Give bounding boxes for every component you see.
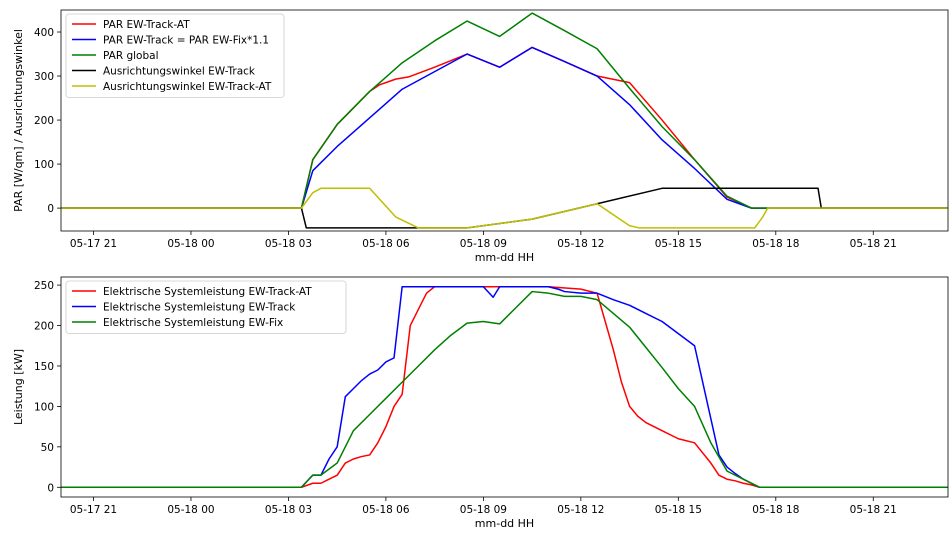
par-y-tick-label: 0	[47, 203, 54, 215]
par-legend-label-3: PAR global	[103, 50, 159, 62]
power-series-line-2	[61, 285, 948, 489]
par-legend-label-5: Ausrichtungswinkel EW-Track-AT	[103, 81, 272, 93]
par-axes-frame	[60, 9, 949, 232]
power-y-tick-label: 200	[34, 321, 54, 333]
par-x-tick-label: 05-18 03	[265, 238, 312, 250]
power-y-tick-label: 100	[34, 401, 54, 413]
par-y-axis-label: PAR [W/qm] / Ausrichtungswinkel	[12, 29, 25, 212]
par-x-tick-label: 05-18 09	[460, 238, 507, 250]
par-x-tick-label: 05-18 06	[362, 238, 410, 250]
par-series-line-4	[61, 187, 948, 229]
par-y-tick-label: 100	[34, 159, 54, 171]
power-axes-frame	[60, 276, 949, 498]
par-y-tick-label: 400	[34, 27, 54, 39]
power-y-axis-label: Leistung [kW]	[12, 349, 25, 425]
par-legend-label-1: PAR EW-Track-AT	[103, 19, 190, 31]
par-x-tick-label: 05-18 15	[655, 238, 702, 250]
power-x-tick-label: 05-18 09	[460, 504, 507, 516]
par-x-tick-label: 05-18 21	[850, 238, 897, 250]
par-legend-box	[65, 13, 285, 98]
par-series-line-3	[61, 12, 948, 209]
par-x-axis-label: mm-dd HH	[475, 251, 534, 264]
par-series-line-5	[61, 187, 948, 229]
power-x-tick-label: 05-18 00	[167, 504, 214, 516]
par-angle-chart: 0 100 200 300 400 05-17 21 05-18 00 05-18 03 05-…	[12, 9, 949, 264]
power-series-line-3	[61, 290, 948, 489]
power-x-tick-label: 05-18 15	[655, 504, 702, 516]
par-y-tick-label: 200	[34, 115, 54, 127]
par-y-tick-label: 300	[34, 71, 54, 83]
power-y-tick-label: 0	[47, 482, 54, 494]
par-legend-label-4: Ausrichtungswinkel EW-Track	[103, 66, 256, 78]
power-y-tick-label: 150	[34, 361, 54, 373]
power-legend-label-1: Elektrische Systemleistung EW-Track-AT	[103, 286, 312, 298]
power-x-tick-label: 05-18 03	[265, 504, 312, 516]
power-x-tick-label: 05-18 18	[752, 504, 799, 516]
par-x-tick-label: 05-18 12	[557, 238, 604, 250]
power-y-tick-label: 50	[41, 442, 54, 454]
power-chart: 0 50 100 150 200 250 05-17 21 05-18 00 05-18 03 0…	[12, 276, 949, 530]
par-x-tick-label: 05-18 00	[167, 238, 214, 250]
power-y-tick-label: 250	[34, 280, 54, 292]
power-x-tick-label: 05-18 21	[850, 504, 897, 516]
par-legend-label-2: PAR EW-Track = PAR EW-Fix*1.1	[103, 35, 269, 47]
power-legend-box	[65, 280, 347, 334]
power-x-tick-label: 05-17 21	[70, 504, 117, 516]
power-legend-label-3: Elektrische Systemleistung EW-Fix	[103, 317, 283, 329]
power-x-axis-label: mm-dd HH	[475, 517, 534, 530]
par-x-tick-label: 05-18 18	[752, 238, 799, 250]
power-x-tick-label: 05-18 12	[557, 504, 604, 516]
par-series-line-2	[61, 46, 948, 209]
power-legend-label-2: Elektrische Systemleistung EW-Track	[103, 302, 296, 314]
par-x-tick-label: 05-17 21	[70, 238, 117, 250]
power-x-tick-label: 05-18 06	[362, 504, 410, 516]
